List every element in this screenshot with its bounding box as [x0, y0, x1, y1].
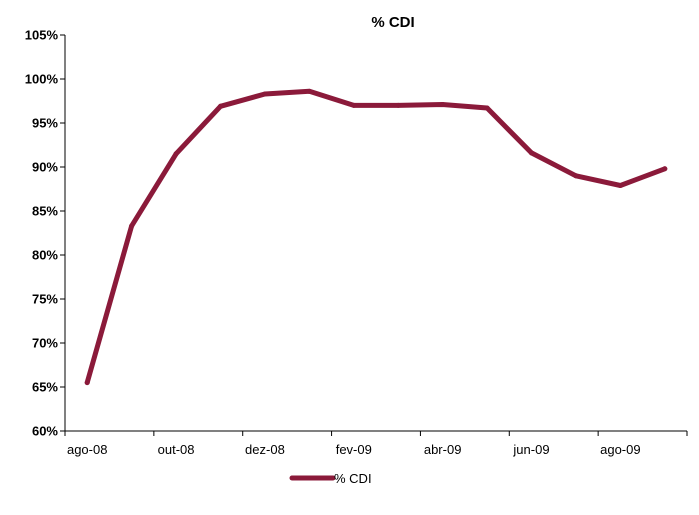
data-point [484, 105, 490, 111]
series-layer [84, 88, 668, 386]
data-point [306, 88, 312, 94]
y-tick-label: 105% [25, 28, 59, 43]
y-tick-label: 95% [32, 116, 58, 131]
data-point [395, 102, 401, 108]
data-point [84, 380, 90, 386]
legend: % CDI [289, 471, 372, 486]
y-tick-label: 80% [32, 248, 58, 263]
data-point [617, 182, 623, 188]
y-tick-label: 75% [32, 292, 58, 307]
data-point [662, 166, 668, 172]
y-tick-label: 90% [32, 160, 58, 175]
data-point [173, 151, 179, 157]
data-point [351, 102, 357, 108]
chart-title: % CDI [371, 14, 414, 31]
x-tick-label: abr-09 [424, 442, 462, 457]
y-tick-label: 85% [32, 204, 58, 219]
data-point [129, 223, 135, 229]
y-tick-label: 100% [25, 72, 59, 87]
data-point [529, 150, 534, 156]
data-point [573, 173, 579, 179]
x-tick-label: fev-09 [336, 442, 372, 457]
y-tick-label: 70% [32, 336, 58, 351]
x-tick-label: ago-09 [600, 442, 640, 457]
x-tick-label: out-08 [158, 442, 195, 457]
data-point [262, 91, 268, 97]
y-tick-label: 65% [32, 380, 58, 395]
y-tick-label: 60% [32, 424, 58, 439]
y-axis: 60% 65% 70% 75% 80% 85% 90% 95% 100% 105% [25, 28, 66, 439]
x-tick-label: jun-09 [512, 442, 549, 457]
legend-label: % CDI [334, 471, 372, 486]
data-point [218, 103, 223, 109]
data-point [440, 102, 446, 108]
series-line [84, 88, 668, 386]
x-tick-label: dez-08 [245, 442, 285, 457]
x-tick-label: ago-08 [67, 442, 107, 457]
x-axis: ago-08 out-08 dez-08 fev-09 abr-09 jun-09 ago-… [64, 430, 688, 457]
